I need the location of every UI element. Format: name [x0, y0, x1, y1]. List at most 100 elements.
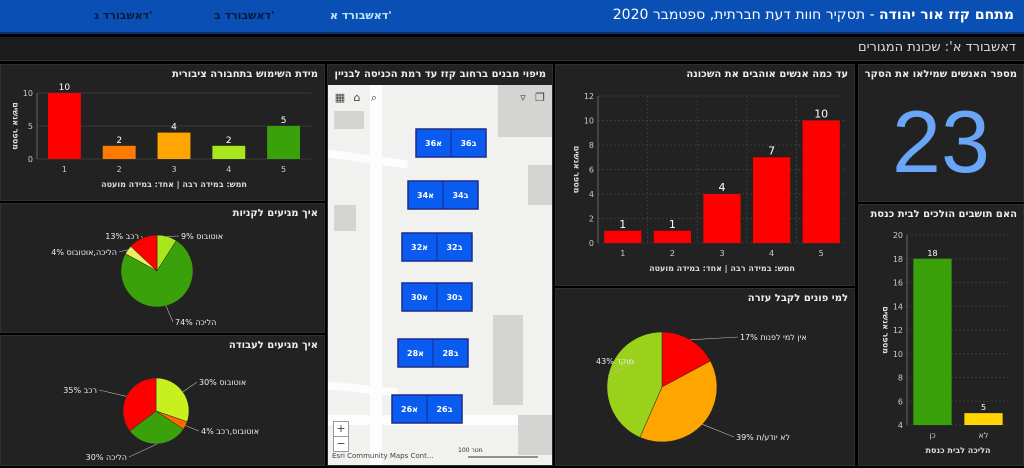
- x-tick-label: 4: [769, 249, 774, 258]
- bar: [703, 194, 741, 243]
- pie-slice: [120, 240, 194, 308]
- map-background-building: [528, 165, 552, 205]
- page-title: מתחם קזז אור יהודה - תסקיר חוות דעת חברת…: [613, 7, 1014, 23]
- respondents-panel: מספר האנשים שמילאו את הסקר 23: [858, 64, 1024, 202]
- leader-line: [98, 389, 127, 397]
- tab-dashboard-b[interactable]: דאשבורד ב': [214, 9, 275, 22]
- street: [328, 381, 399, 397]
- y-tick-label: 6: [589, 166, 594, 175]
- data-label: 2: [226, 136, 232, 146]
- building-label: 30ב: [446, 293, 462, 302]
- building-label: 34ב: [452, 191, 468, 200]
- synagogue-chart: 4 6 8 10 12 14 16 18 20 18 כן 5 לא הליכה לבית כנסת מספ…: [881, 231, 1009, 455]
- x-tick-label: 2: [117, 165, 122, 174]
- leader-line: [185, 425, 200, 432]
- dashboard-header: דאשבורד א': שכונת המגורים: [0, 37, 1024, 61]
- pie-slice: [122, 377, 157, 432]
- slice-label: הליכה,אוטובוס 4%: [51, 248, 117, 257]
- y-axis-label: מספר אנשים: [11, 102, 20, 150]
- slice-label: רכב 13%: [105, 232, 139, 241]
- leader-line: [118, 249, 128, 253]
- bar: [47, 93, 81, 159]
- y-tick-label: 18: [893, 255, 903, 264]
- dashboard-subtitle: דאשבורד א': שכונת המגורים: [858, 40, 1016, 55]
- data-label: 4: [171, 123, 177, 133]
- layers-icon[interactable]: ❐: [535, 91, 545, 104]
- data-label: 4: [719, 181, 726, 194]
- data-label: 10: [814, 108, 828, 121]
- bar: [102, 145, 136, 159]
- map-scale: 100 מטר: [458, 447, 483, 454]
- x-tick-label: 1: [620, 249, 625, 258]
- x-tick-label: 5: [281, 165, 286, 174]
- home-icon[interactable]: ⌂: [353, 91, 361, 104]
- x-tick-label: 1: [62, 165, 67, 174]
- map-background-building: [518, 415, 552, 455]
- bar: [802, 120, 840, 243]
- slice-label: רכב 35%: [63, 386, 97, 395]
- work-title: איך מגיעים לעבודה: [228, 340, 318, 351]
- shopping-panel: איך מגיעים לקניות אוטובוס 9% הליכה 74% הלי…: [0, 203, 325, 333]
- x-tick-label: לא: [979, 431, 989, 440]
- shopping-chart: אוטובוס 9% הליכה 74% הליכה,אוטובוס 4% רכב 1…: [51, 232, 223, 327]
- map-view[interactable]: 36א 36ב 34א 34ב 32א 32ב 30א 30ב 28א 28ב 26א 26ב: [328, 85, 552, 465]
- y-tick-label: 12: [584, 92, 594, 101]
- x-axis-label: חמש: במידה רבה | אחד: במידה מועטה: [101, 180, 247, 189]
- street: [328, 149, 409, 169]
- work-panel: איך מגיעים לעבודה אוטובוס 30% אוטובוס,רכב…: [0, 335, 325, 466]
- data-label: 5: [981, 403, 986, 412]
- map-attribution[interactable]: Esri Community Maps Cont...: [332, 452, 434, 460]
- data-label: 7: [768, 144, 775, 157]
- bar: [157, 132, 191, 159]
- slice-label: הליכה 74%: [175, 318, 216, 327]
- bar: [267, 126, 301, 159]
- respondents-count: 23: [892, 92, 990, 191]
- help-title: למי פונים לקבל עזרה: [747, 293, 848, 304]
- building-label: 26ב: [436, 405, 452, 414]
- zoom-in-button[interactable]: +: [333, 421, 349, 437]
- y-tick-label: 6: [898, 397, 903, 406]
- map-background-building: [493, 315, 523, 405]
- bar: [753, 157, 791, 243]
- slice-label: אוטובוס,רכב 4%: [201, 427, 259, 436]
- building-label: 36א: [425, 139, 442, 148]
- data-label: 18: [927, 249, 937, 258]
- building-label: 36ב: [460, 139, 476, 148]
- page-subtitle: - תסקיר חוות דעת חברתית, ספטמבר 2020: [612, 7, 879, 23]
- slice-label: מוקד 43%: [596, 357, 634, 366]
- building-label: 28א: [407, 349, 424, 358]
- leader-line: [140, 235, 143, 239]
- x-tick-label: 4: [226, 165, 231, 174]
- data-label: 2: [116, 136, 122, 146]
- y-tick-label: 10: [584, 117, 594, 126]
- map-background-building: [334, 205, 356, 231]
- zoom-out-button[interactable]: −: [333, 436, 349, 452]
- x-axis-label: הליכה לבית כנסת: [926, 446, 991, 455]
- bar: [653, 230, 691, 243]
- building-label: 34א: [417, 191, 434, 200]
- y-tick-label: 20: [893, 231, 903, 240]
- y-tick-label: 2: [589, 215, 594, 224]
- map-background-building: [334, 111, 364, 129]
- y-tick-label: 4: [898, 421, 903, 430]
- x-tick-label: 5: [819, 249, 824, 258]
- y-tick-label: 10: [893, 350, 903, 359]
- search-icon[interactable]: ⌕: [370, 91, 378, 104]
- tab-dashboard-c[interactable]: דאשבורד ג': [94, 9, 153, 22]
- tab-dashboard-a[interactable]: דאשבורד א': [330, 9, 392, 22]
- usage-chart: 0 5 10 10 1 2 2 4 3 2 4 5 5 חמש: במידה רבה | אחד: במי…: [11, 83, 311, 189]
- slice-label: אוטובוס 9%: [181, 232, 223, 241]
- slice-label: הליכה 30%: [86, 453, 127, 462]
- neighborhood-panel: עד כמה אנשים אוהבים את השכונה 0 2 4 6 8 10 12 1…: [555, 64, 855, 286]
- basemap-gallery-icon[interactable]: ▦: [334, 91, 346, 104]
- data-label: 10: [59, 83, 71, 93]
- usage-panel: מידת השימוש בתחבורה ציבורית 0 5 10 10 1 2 2 4 3 2…: [0, 64, 325, 201]
- map-title: מיפוי מבנים ברחוב קזז עד רמת הכניסה לבני…: [334, 69, 546, 80]
- dropdown-chevron-icon[interactable]: ▿: [520, 91, 526, 104]
- y-axis-label: מספר אנשים: [572, 146, 581, 194]
- synagogue-panel: האם תושבים הולכים לבית כנסת 4 6 8 10 12 14 16 1…: [858, 204, 1024, 466]
- building-label: 32ב: [446, 243, 462, 252]
- leader-line: [702, 424, 735, 438]
- bar: [604, 230, 642, 243]
